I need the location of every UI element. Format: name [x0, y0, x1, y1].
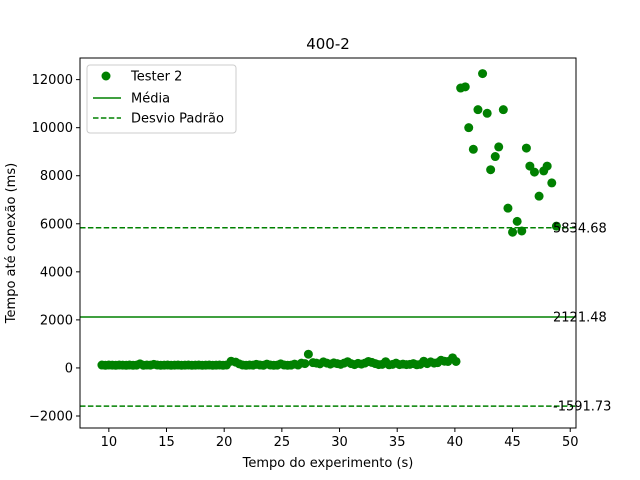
- data-point: [468, 144, 478, 154]
- x-tick-label: 25: [274, 435, 291, 450]
- data-point: [551, 221, 561, 231]
- plot-frame: [79, 57, 577, 429]
- data-point: [517, 226, 527, 236]
- data-point: [534, 191, 544, 201]
- x-tick-label: 20: [216, 435, 233, 450]
- data-point: [303, 349, 313, 359]
- legend-label-std: Desvio Padrão: [131, 112, 224, 127]
- x-tick-label: 15: [158, 435, 175, 450]
- legend-marker-points: [101, 71, 111, 81]
- data-point: [451, 356, 461, 366]
- data-point: [473, 105, 483, 115]
- x-axis-ticks: 10 15 20 25 30 35 40 45 50: [101, 428, 579, 450]
- y-tick-label: 8000: [40, 169, 73, 184]
- data-point: [542, 161, 552, 171]
- x-tick-label: 40: [447, 435, 464, 450]
- y-tick-label: 6000: [40, 217, 73, 232]
- legend-label-points: Tester 2: [130, 70, 182, 85]
- y-tick-label: −2000: [29, 409, 73, 424]
- reference-line-label: 5834.68: [553, 221, 607, 236]
- x-tick-label: 45: [504, 435, 521, 450]
- x-axis-label: Tempo do experimento (s): [242, 456, 414, 471]
- y-tick-label: 12000: [32, 73, 73, 88]
- data-point: [482, 108, 492, 118]
- data-point: [486, 165, 496, 175]
- y-tick-label: 10000: [32, 121, 73, 136]
- legend-label-mean: Média: [131, 92, 170, 107]
- data-point: [460, 82, 470, 92]
- data-point: [521, 143, 531, 153]
- data-point: [490, 152, 500, 162]
- data-points: [97, 69, 561, 370]
- x-tick-label: 35: [389, 435, 406, 450]
- y-tick-label: 2000: [40, 313, 73, 328]
- data-point: [508, 227, 518, 237]
- chart-title: 400-2: [306, 35, 350, 53]
- y-tick-label: 4000: [40, 265, 73, 280]
- data-point: [494, 142, 504, 152]
- data-point: [464, 123, 474, 133]
- legend-box: [86, 64, 237, 134]
- reference-lines: [80, 227, 576, 407]
- legend: Tester 2 Média Desvio Padrão: [86, 64, 237, 134]
- data-point: [478, 69, 488, 79]
- y-axis-ticks: −2000 0 2000 4000 6000 8000 10000 12000: [29, 73, 80, 424]
- data-point: [300, 359, 310, 369]
- data-point: [547, 178, 557, 188]
- reference-line-labels: 2121.48 5834.68 -1591.73: [553, 221, 611, 414]
- x-tick-label: 30: [331, 435, 348, 450]
- data-point: [498, 105, 508, 115]
- x-tick-label: 50: [562, 435, 579, 450]
- x-tick-label: 10: [101, 435, 118, 450]
- reference-line-label: 2121.48: [553, 310, 607, 325]
- y-axis-label: Tempo até conexão (ms): [4, 163, 19, 324]
- data-point: [529, 167, 539, 177]
- data-point: [512, 216, 522, 226]
- reference-line-label: -1591.73: [553, 400, 611, 415]
- y-tick-label: 0: [65, 361, 73, 376]
- data-point: [503, 203, 513, 213]
